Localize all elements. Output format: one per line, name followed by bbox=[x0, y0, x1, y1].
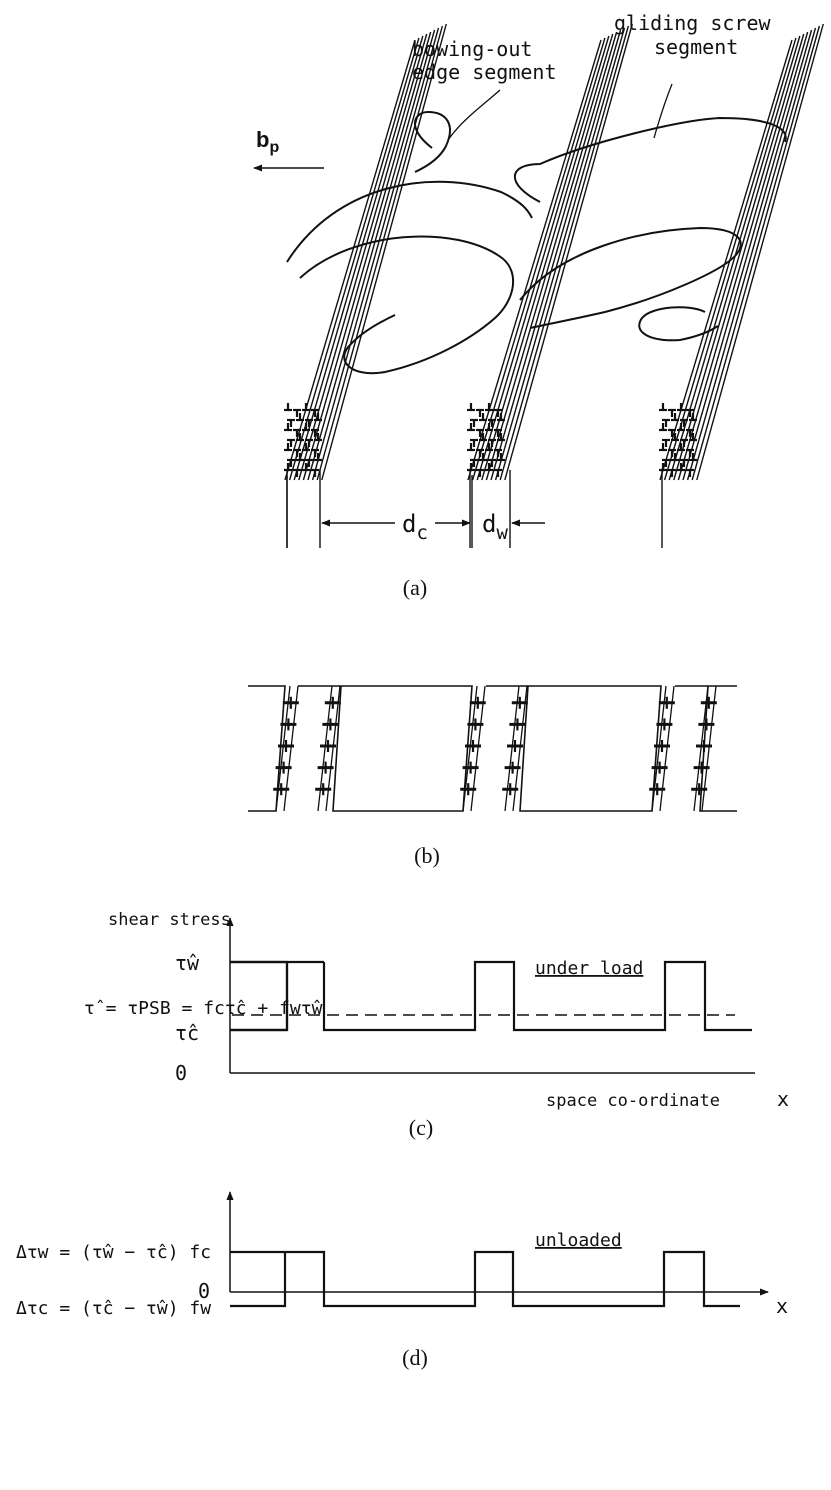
wall-line-1-7 bbox=[499, 25, 630, 481]
d-level-channel: Δτc = (τ̂c − τ̂w) fw bbox=[16, 1298, 211, 1319]
c-x-axis-symbol: x bbox=[777, 1087, 789, 1111]
d-level-wall: Δτw = (τ̂w − τ̂c) fc bbox=[16, 1242, 211, 1263]
wall-line-2-2 bbox=[668, 35, 801, 481]
caption-c: (c) bbox=[409, 1115, 433, 1140]
wall-line-0-4 bbox=[302, 31, 432, 481]
caption-b: (b) bbox=[414, 843, 440, 868]
label-bowing-out-line2: edge segment bbox=[412, 60, 557, 84]
panel-b-wall-profile: (b) bbox=[248, 685, 737, 868]
c-x-axis-label: space co-ordinate bbox=[546, 1091, 720, 1111]
wall-line-2-8 bbox=[696, 23, 824, 481]
wall-line-1-2 bbox=[476, 35, 610, 481]
label-bowing-out-line1: bowing-out bbox=[412, 37, 532, 61]
wall-line-2-3 bbox=[673, 33, 805, 481]
wall-line-2-7 bbox=[691, 25, 821, 481]
d-stress-profile-path bbox=[230, 1250, 740, 1308]
panel-d-stress-unloaded: Δτw = (τ̂w − τ̂c) fc 0 Δτc = (τ̂c − τ̂w)… bbox=[16, 1191, 788, 1370]
c-level-channel: τ̂c bbox=[175, 1021, 199, 1045]
wall-line-0-5 bbox=[307, 29, 436, 481]
c-level-mean: τ̂ = τPSB = fcτ̂c + fwτ̂w bbox=[84, 998, 323, 1019]
wall-line-1-5 bbox=[490, 29, 622, 481]
burgers-vector-label: bp bbox=[256, 127, 279, 156]
edge-dislocation-symbols bbox=[284, 403, 697, 477]
burgers-vector: bp bbox=[253, 127, 324, 172]
screw-loop-lower-middle bbox=[519, 226, 742, 329]
wall-line-b-1 bbox=[317, 685, 333, 812]
leader-bowing bbox=[447, 89, 501, 141]
panel-c-stress-under-load: shear stress τ̂w τ̂ = τPSB = fcτ̂c + fwτ… bbox=[84, 910, 789, 1140]
wall-line-0-6 bbox=[311, 27, 440, 481]
c-stress-profile bbox=[230, 960, 289, 1032]
wall-line-0-0 bbox=[284, 39, 416, 481]
dimension-lines bbox=[286, 470, 545, 548]
wall-line-1-1 bbox=[471, 37, 606, 481]
c-y-axis-label: shear stress bbox=[108, 910, 231, 930]
wall-line-2-1 bbox=[663, 37, 797, 481]
wall-dislocations bbox=[273, 685, 717, 812]
label-gliding-screw-line1: gliding screw bbox=[614, 11, 771, 35]
leader-lines bbox=[447, 83, 673, 141]
dim-label-wall: dw bbox=[482, 510, 508, 544]
c-stress-profile-path bbox=[230, 960, 752, 1032]
dim-label-channel: dc bbox=[402, 510, 428, 544]
c-level-zero: 0 bbox=[175, 1061, 187, 1085]
panel-a-dislocation-structure: bp bowing-out edge segment gliding screw… bbox=[253, 11, 824, 600]
wall-line-0-7 bbox=[316, 25, 444, 481]
caption-d: (d) bbox=[402, 1345, 428, 1370]
wall-line-2-4 bbox=[677, 31, 809, 481]
label-gliding-screw-line2: segment bbox=[654, 35, 738, 59]
dislocation-walls bbox=[284, 23, 824, 548]
d-x-axis-symbol: x bbox=[776, 1294, 788, 1318]
wall-line-2-0 bbox=[659, 39, 793, 481]
wall-line-0-1 bbox=[288, 37, 420, 481]
leader-gliding bbox=[653, 83, 673, 139]
wall-line-1-4 bbox=[485, 31, 618, 481]
wall-line-1-0 bbox=[467, 39, 602, 481]
caption-a: (a) bbox=[403, 575, 427, 600]
d-level-zero: 0 bbox=[198, 1279, 210, 1303]
wall-line-0-2 bbox=[293, 35, 424, 481]
wall-line-1-3 bbox=[481, 33, 614, 481]
gliding-screw-segment-loop bbox=[513, 116, 787, 203]
wall-line-2-6 bbox=[686, 27, 817, 481]
wall-line-1-8 bbox=[504, 23, 633, 481]
c-annotation: under load bbox=[535, 958, 643, 979]
screw-loop-lower-left bbox=[299, 235, 515, 375]
wall-line-b-3 bbox=[504, 685, 520, 812]
c-level-wall: τ̂w bbox=[175, 951, 200, 975]
bowing-out-edge-loop bbox=[414, 110, 451, 173]
wall-line-2-5 bbox=[682, 29, 813, 481]
screw-dislocation-loops bbox=[286, 110, 787, 375]
d-annotation: unloaded bbox=[535, 1230, 622, 1251]
wall-line-1-6 bbox=[494, 27, 626, 481]
wall-line-0-3 bbox=[298, 33, 428, 481]
wall-profile-outline bbox=[248, 685, 286, 812]
wall-line-0-8 bbox=[321, 23, 447, 481]
screw-loop-right-small bbox=[638, 306, 719, 342]
screw-loop-upper-left bbox=[286, 180, 533, 263]
